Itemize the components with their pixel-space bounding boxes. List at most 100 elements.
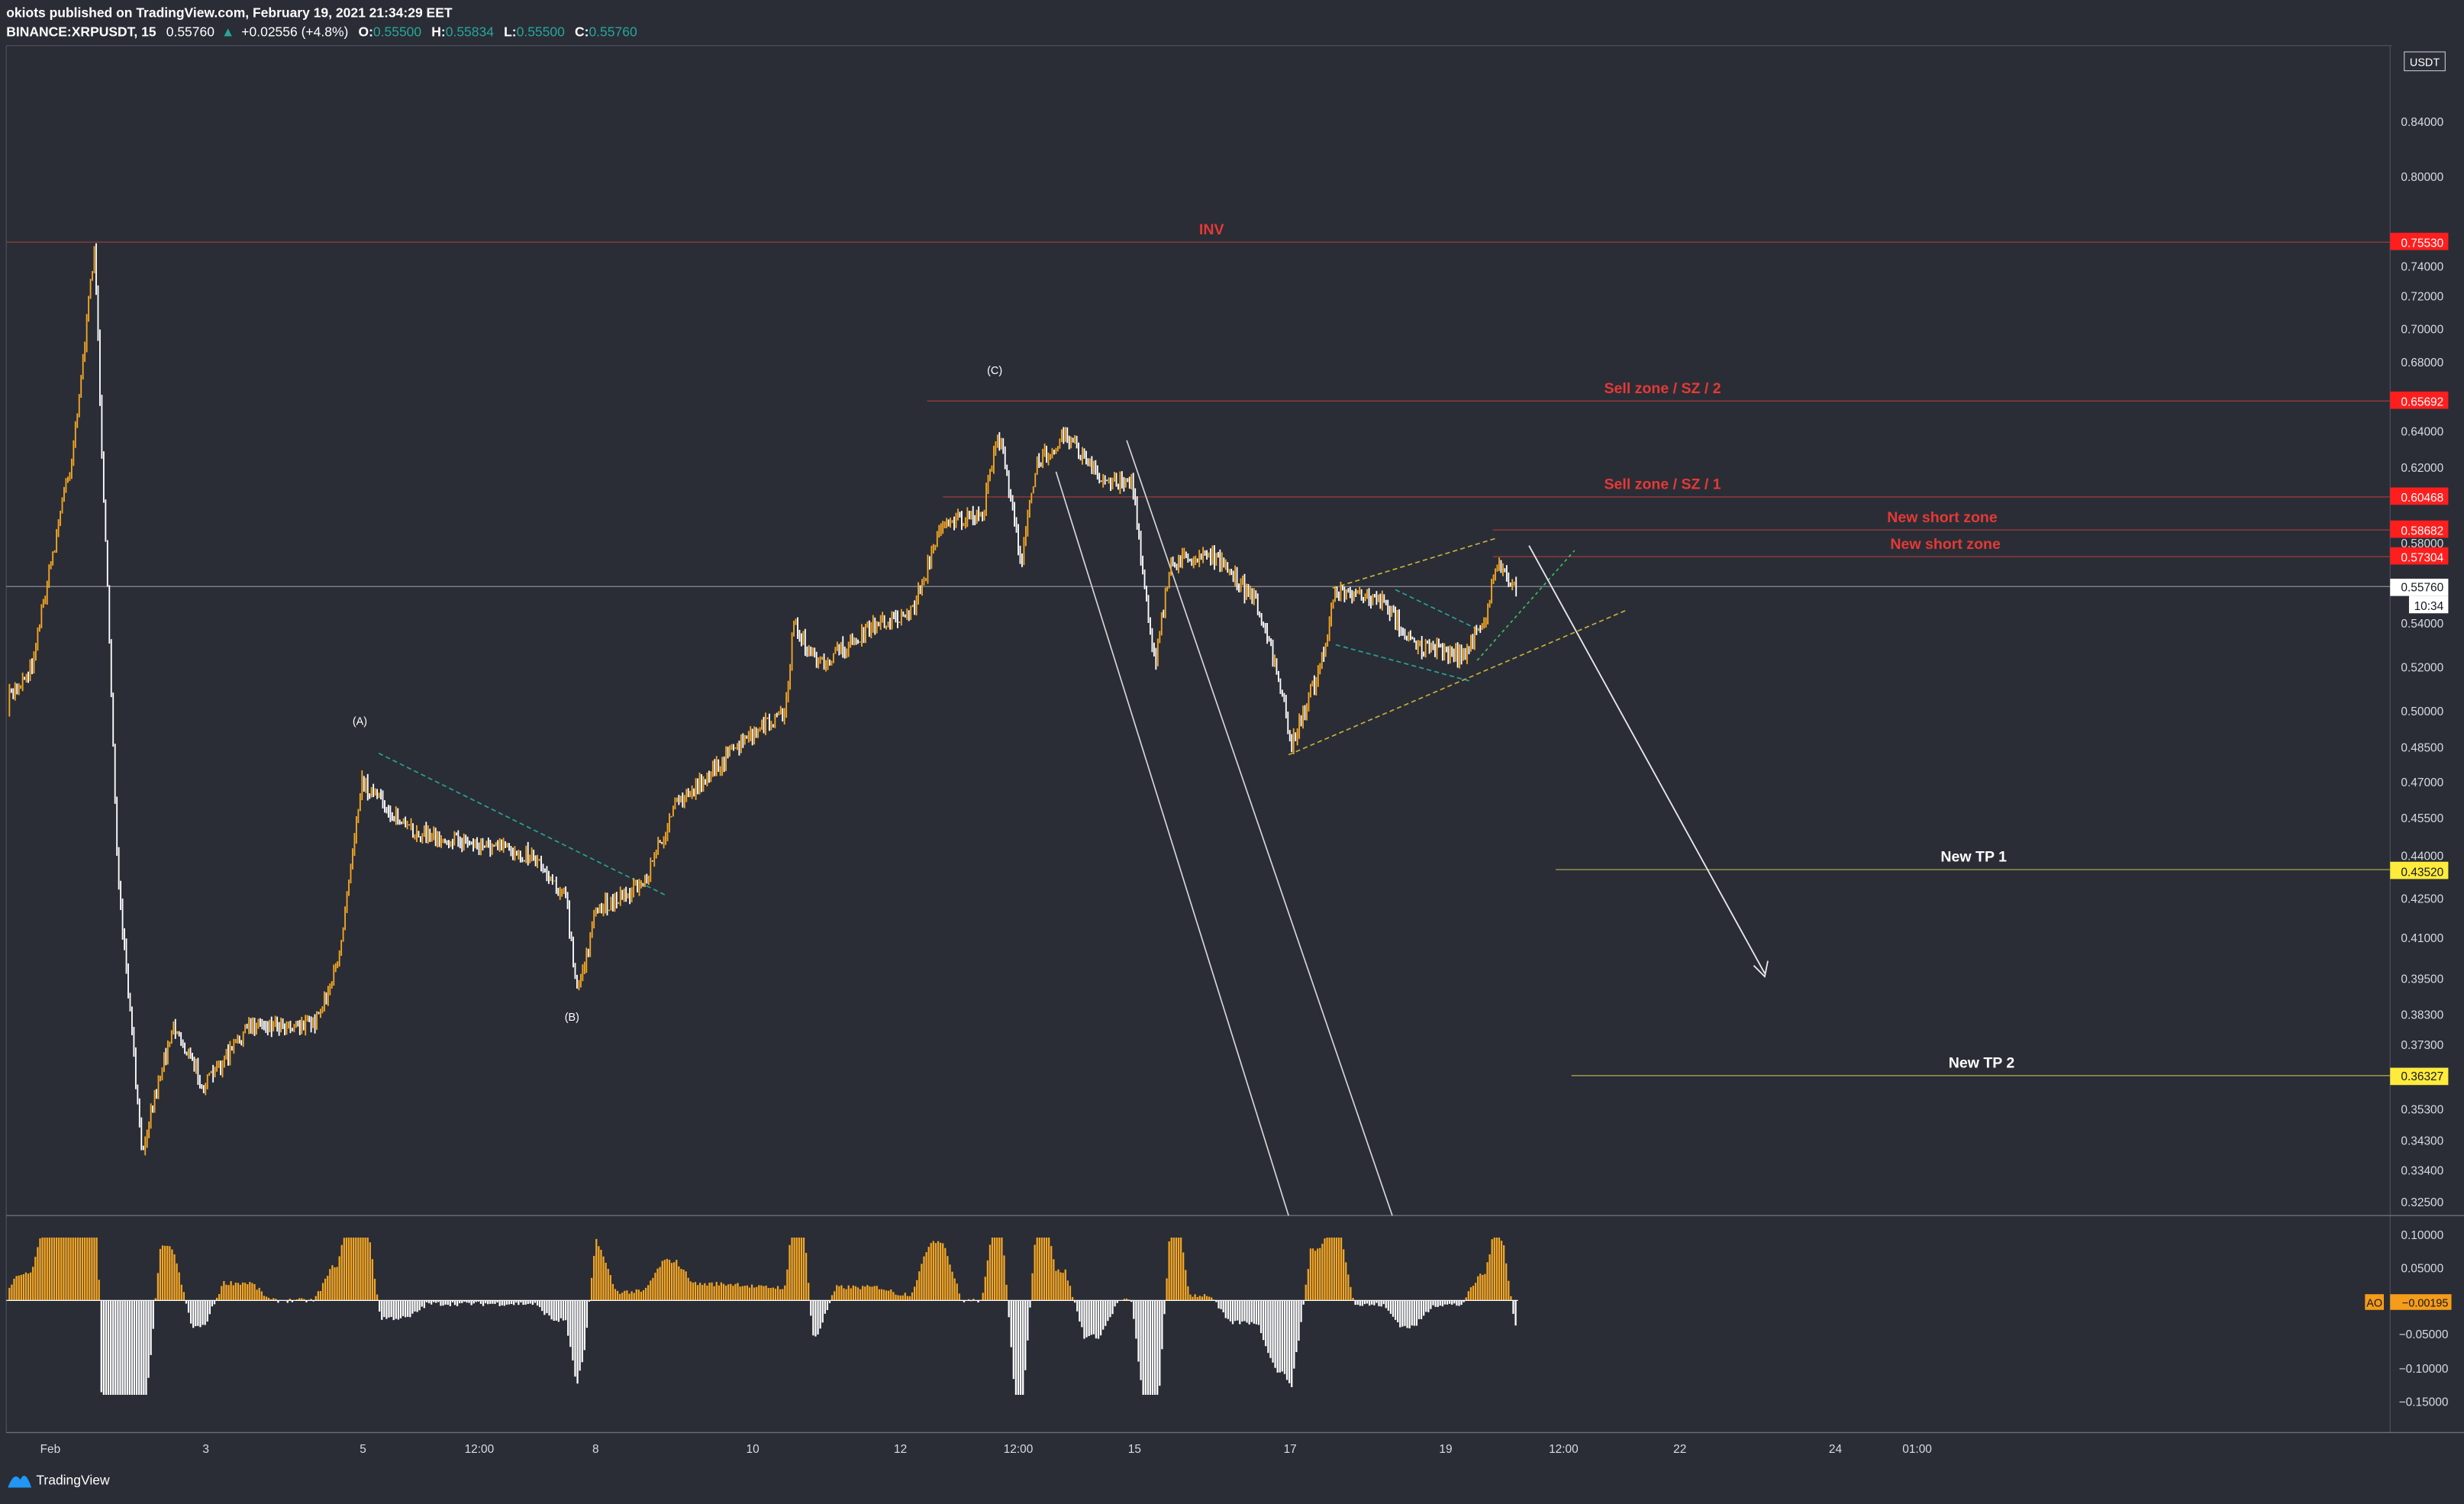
- annotation-tp2: New TP 2: [1949, 1055, 2015, 1072]
- time-axis[interactable]: Feb 3 5 12:00 8 10 12 12:00 15 17 19 12:…: [40, 1443, 1932, 1456]
- time-tick: 17: [1284, 1443, 1297, 1456]
- time-tick: 24: [1829, 1443, 1843, 1456]
- price-tick: 0.70000: [2401, 324, 2443, 337]
- price-tick: 0.64000: [2401, 426, 2443, 439]
- price-candles: [8, 243, 1517, 1156]
- time-tick: 19: [1439, 1443, 1452, 1456]
- wedge-upper-line: [1332, 537, 1498, 589]
- brand-text: TradingView: [36, 1472, 110, 1487]
- ao-tick: −0.10000: [2399, 1363, 2449, 1376]
- price-tick: 0.39500: [2401, 973, 2443, 986]
- price-tick: 0.38300: [2401, 1009, 2443, 1022]
- ao-value: −0.00195: [2402, 1298, 2448, 1310]
- price-tag-short-2: [2390, 547, 2449, 565]
- price-tick: 0.52000: [2401, 662, 2443, 675]
- price-tick: 0.47000: [2401, 776, 2443, 789]
- price-tick: 0.35300: [2401, 1103, 2443, 1116]
- price-tick: 0.54000: [2401, 618, 2443, 631]
- price-tag-sz2: [2390, 391, 2449, 409]
- price-tick: 0.44000: [2401, 850, 2443, 863]
- wedge-lower-line: [1288, 609, 1627, 756]
- time-tick: 12: [894, 1443, 907, 1456]
- annotation-short-2: New short zone: [1890, 536, 2001, 553]
- wave-label-b: (B): [565, 1012, 579, 1024]
- time-tick: 5: [360, 1443, 366, 1456]
- time-tick: 15: [1128, 1443, 1141, 1456]
- price-tag-last-text: 0.55760: [2401, 581, 2443, 594]
- price-tag-last: [2390, 578, 2449, 596]
- price-tick: 0.42500: [2401, 892, 2443, 905]
- price-tick: 0.32500: [2401, 1196, 2443, 1209]
- countdown-tag: [2408, 595, 2449, 614]
- wave-label-a: (A): [353, 716, 367, 728]
- price-tag-tp1: [2390, 861, 2449, 879]
- price-tag-sz2-text: 0.65692: [2401, 395, 2443, 408]
- wave-label-c: (C): [987, 365, 1002, 377]
- price-tag-inv-text: 0.75530: [2401, 237, 2443, 250]
- price-tag-tp2-text: 0.36327: [2401, 1070, 2443, 1083]
- price-tag-sz1-text: 0.60468: [2401, 492, 2443, 505]
- price-tick: 0.45500: [2401, 812, 2443, 825]
- tradingview-brand[interactable]: TradingView: [8, 1472, 110, 1488]
- ao-tick: −0.15000: [2399, 1396, 2449, 1409]
- price-tags: 0.75530 0.65692 0.60468 0.58682 0.57304 …: [2390, 232, 2449, 1086]
- price-tick: 0.62000: [2401, 462, 2443, 475]
- ao-axis[interactable]: 0.10000 0.05000 −0.05000 −0.10000 −0.150…: [2365, 1229, 2452, 1409]
- price-tick: 0.68000: [2401, 357, 2443, 370]
- price-tick: 0.50000: [2401, 705, 2443, 718]
- annotation-sz2: Sell zone / SZ / 2: [1605, 380, 1721, 397]
- breakout-line: [1476, 550, 1575, 661]
- price-axis[interactable]: 0.84000 0.80000 0.74000 0.72000 0.70000 …: [2401, 116, 2443, 1209]
- channel-line-left: [1055, 471, 1289, 1216]
- time-tick: 01:00: [1902, 1443, 1932, 1456]
- ao-label-tag: [2365, 1294, 2385, 1310]
- time-tick: 12:00: [465, 1443, 495, 1456]
- annotation-short-1: New short zone: [1887, 509, 1998, 526]
- ao-tick: 0.05000: [2401, 1262, 2443, 1275]
- time-tick: 12:00: [1549, 1443, 1579, 1456]
- annotation-tp1: New TP 1: [1940, 849, 2007, 866]
- ao-tick: 0.10000: [2401, 1229, 2443, 1242]
- price-tick: 0.74000: [2401, 260, 2443, 273]
- price-tick: 0.84000: [2401, 116, 2443, 129]
- time-tick: Feb: [40, 1443, 61, 1456]
- price-tag-short-1-text: 0.58682: [2401, 524, 2443, 537]
- ohlc-line: BINANCE:XRPUSDT, 15 0.55760 ▲ +0.02556 (…: [6, 24, 637, 39]
- publisher-line: okiots published on TradingView.com, Feb…: [6, 5, 453, 21]
- annotation-sz1: Sell zone / SZ / 1: [1605, 476, 1721, 493]
- countdown-tag-text: 10:34: [2414, 600, 2444, 613]
- price-tick: 0.33400: [2401, 1165, 2443, 1178]
- currency-label: USDT: [2410, 57, 2440, 69]
- price-tag-inv: [2390, 232, 2449, 250]
- ao-histogram: [8, 1238, 1517, 1395]
- price-tag-tp1-text: 0.43520: [2401, 866, 2443, 879]
- annotation-inv: INV: [1199, 221, 1224, 238]
- price-tag-short-2-text: 0.57304: [2401, 551, 2443, 564]
- currency-box: [2404, 51, 2446, 72]
- tradingview-cloud-icon: [8, 1475, 32, 1488]
- price-tick: 0.37300: [2401, 1039, 2443, 1052]
- price-tick: 0.48500: [2401, 742, 2443, 755]
- time-tick: 22: [1673, 1443, 1686, 1456]
- price-tick: 0.80000: [2401, 171, 2443, 184]
- projection-arrow-head: [1753, 960, 1769, 978]
- price-tag-short-1: [2390, 520, 2449, 538]
- trendline-a-b: [378, 752, 666, 896]
- time-tick: 3: [202, 1443, 209, 1456]
- price-tag-tp2: [2390, 1067, 2449, 1086]
- price-tag-sz1: [2390, 487, 2449, 505]
- price-tick: 0.34300: [2401, 1134, 2443, 1147]
- price-tick: 0.41000: [2401, 932, 2443, 945]
- ao-value-tag: [2390, 1294, 2452, 1310]
- time-tick: 12:00: [1004, 1443, 1034, 1456]
- time-tick: 8: [592, 1443, 599, 1456]
- price-tick: 0.58000: [2401, 537, 2443, 550]
- projection-arrow-line: [1528, 545, 1766, 974]
- ao-label: AO: [2366, 1298, 2382, 1310]
- price-tick: 0.72000: [2401, 290, 2443, 303]
- ao-tick: −0.05000: [2399, 1328, 2449, 1341]
- time-tick: 10: [747, 1443, 760, 1456]
